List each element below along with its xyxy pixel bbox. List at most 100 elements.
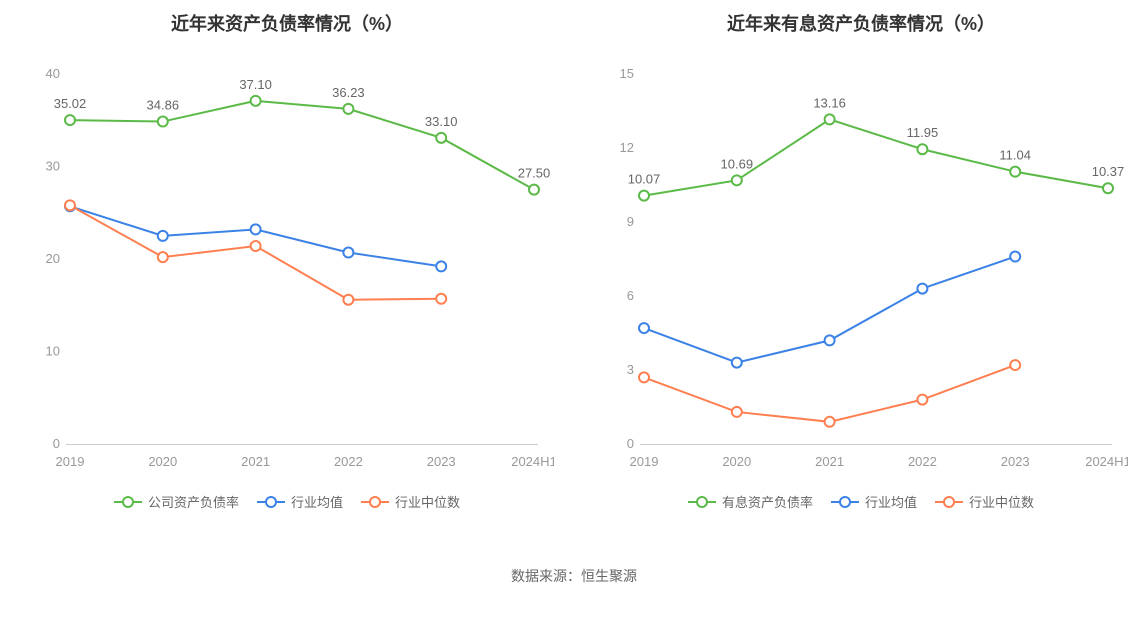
x-tick-label: 2019: [56, 454, 85, 469]
series-marker-industry_avg: [436, 261, 446, 271]
series-marker-industry_median: [65, 200, 75, 210]
series-marker-company_ib: [1103, 183, 1113, 193]
series-marker-industry_median: [436, 294, 446, 304]
x-tick-label: 2023: [427, 454, 456, 469]
y-tick-label: 30: [46, 159, 60, 174]
data-label: 10.37: [1092, 164, 1125, 179]
series-marker-company: [65, 115, 75, 125]
legend-label-industry_median: 行业中位数: [969, 492, 1034, 511]
series-marker-company_ib: [825, 114, 835, 124]
right-legend: 有息资产负债率 行业均值 行业中位数: [594, 492, 1128, 511]
series-marker-industry_median: [1010, 360, 1020, 370]
x-tick-label: 2020: [148, 454, 177, 469]
data-label: 10.07: [628, 172, 661, 187]
legend-label-company_ib: 有息资产负债率: [722, 492, 813, 511]
y-tick-label: 10: [46, 344, 60, 359]
data-label: 10.69: [721, 156, 754, 171]
series-marker-company: [158, 117, 168, 127]
x-tick-label: 2023: [1001, 454, 1030, 469]
left-legend: 公司资产负债率 行业均值 行业中位数: [20, 492, 554, 511]
x-tick-label: 2021: [815, 454, 844, 469]
series-marker-industry_median: [825, 417, 835, 427]
series-marker-industry_avg: [639, 323, 649, 333]
x-tick-label: 2024H1: [511, 454, 554, 469]
legend-label-industry_median: 行业中位数: [395, 492, 460, 511]
right-chart-svg: 0 3 6 9 12 15 2019 2020 2021 2022 2023 2024H1 10.07 1…: [594, 44, 1128, 484]
y-tick-label: 40: [46, 66, 60, 81]
data-label: 35.02: [54, 96, 87, 111]
legend-item-company[interactable]: 公司资产负债率: [114, 492, 239, 511]
right-plot-area: 0 3 6 9 12 15 2019 2020 2021 2022 2023 2024H1 10.07 1…: [594, 44, 1128, 484]
y-tick-label: 3: [627, 362, 634, 377]
series-marker-company_ib: [732, 175, 742, 185]
legend-swatch-company_ib: [688, 495, 716, 509]
legend-item-industry_median[interactable]: 行业中位数: [935, 492, 1034, 511]
series-marker-industry_median: [732, 407, 742, 417]
series-line-industry_median: [644, 365, 1015, 422]
left-chart-panel: 近年来资产负债率情况（%） 0 10 20 30 40 2019 2020 2021 2022 2…: [0, 0, 574, 560]
series-marker-company_ib: [917, 144, 927, 154]
series-marker-industry_avg: [917, 284, 927, 294]
data-label: 11.04: [999, 148, 1031, 163]
y-tick-label: 0: [627, 436, 634, 451]
data-source-footer: 数据来源：恒生聚源: [0, 566, 1148, 586]
series-marker-company_ib: [639, 191, 649, 201]
legend-label-industry_avg: 行业均值: [291, 492, 343, 511]
series-line-company_ib: [644, 119, 1108, 195]
series-marker-industry_median: [251, 241, 261, 251]
series-marker-company_ib: [1010, 167, 1020, 177]
data-label: 33.10: [425, 114, 458, 129]
legend-item-industry_avg[interactable]: 行业均值: [257, 492, 343, 511]
y-tick-label: 6: [627, 288, 634, 303]
legend-swatch-company: [114, 495, 142, 509]
data-label: 11.95: [907, 125, 939, 140]
data-label: 37.10: [239, 77, 272, 92]
series-line-company: [70, 101, 534, 190]
y-tick-label: 0: [53, 436, 60, 451]
legend-swatch-industry_avg: [831, 495, 859, 509]
y-tick-label: 9: [627, 214, 634, 229]
x-tick-label: 2021: [241, 454, 270, 469]
right-chart-panel: 近年来有息资产负债率情况（%） 0 3 6 9 12 15 2019 2020 2021 2022…: [574, 0, 1148, 560]
series-marker-company: [529, 185, 539, 195]
source-prefix: 数据来源：: [511, 568, 581, 584]
right-chart-title: 近年来有息资产负债率情况（%）: [594, 10, 1128, 36]
legend-label-company: 公司资产负债率: [148, 492, 239, 511]
y-tick-label: 15: [620, 66, 634, 81]
series-marker-industry_avg: [825, 335, 835, 345]
legend-label-industry_avg: 行业均值: [865, 492, 917, 511]
x-tick-label: 2020: [722, 454, 751, 469]
left-chart-svg: 0 10 20 30 40 2019 2020 2021 2022 2023 2024H1 35.02…: [20, 44, 554, 484]
source-name: 恒生聚源: [581, 568, 637, 584]
legend-swatch-industry_median: [935, 495, 963, 509]
series-marker-industry_median: [639, 372, 649, 382]
x-tick-label: 2019: [630, 454, 659, 469]
data-label: 34.86: [147, 98, 180, 113]
x-tick-label: 2022: [334, 454, 363, 469]
series-marker-company: [251, 96, 261, 106]
legend-swatch-industry_avg: [257, 495, 285, 509]
legend-item-industry_avg[interactable]: 行业均值: [831, 492, 917, 511]
data-label: 36.23: [332, 85, 365, 100]
series-marker-company: [436, 133, 446, 143]
series-marker-industry_avg: [1010, 252, 1020, 262]
series-marker-company: [343, 104, 353, 114]
series-marker-industry_median: [343, 295, 353, 305]
data-label: 27.50: [518, 166, 551, 181]
series-marker-industry_median: [158, 252, 168, 262]
series-marker-industry_avg: [251, 224, 261, 234]
series-marker-industry_median: [917, 395, 927, 405]
x-tick-label: 2024H1: [1085, 454, 1128, 469]
data-label: 13.16: [813, 95, 846, 110]
y-tick-label: 12: [620, 140, 634, 155]
y-tick-label: 20: [46, 251, 60, 266]
left-chart-title: 近年来资产负债率情况（%）: [20, 10, 554, 36]
legend-item-company_ib[interactable]: 有息资产负债率: [688, 492, 813, 511]
x-tick-label: 2022: [908, 454, 937, 469]
series-line-industry_median: [70, 205, 441, 299]
series-marker-industry_avg: [732, 358, 742, 368]
series-line-industry_avg: [644, 257, 1015, 363]
legend-item-industry_median[interactable]: 行业中位数: [361, 492, 460, 511]
left-plot-area: 0 10 20 30 40 2019 2020 2021 2022 2023 2024H1 35.02…: [20, 44, 554, 484]
series-marker-industry_avg: [343, 248, 353, 258]
